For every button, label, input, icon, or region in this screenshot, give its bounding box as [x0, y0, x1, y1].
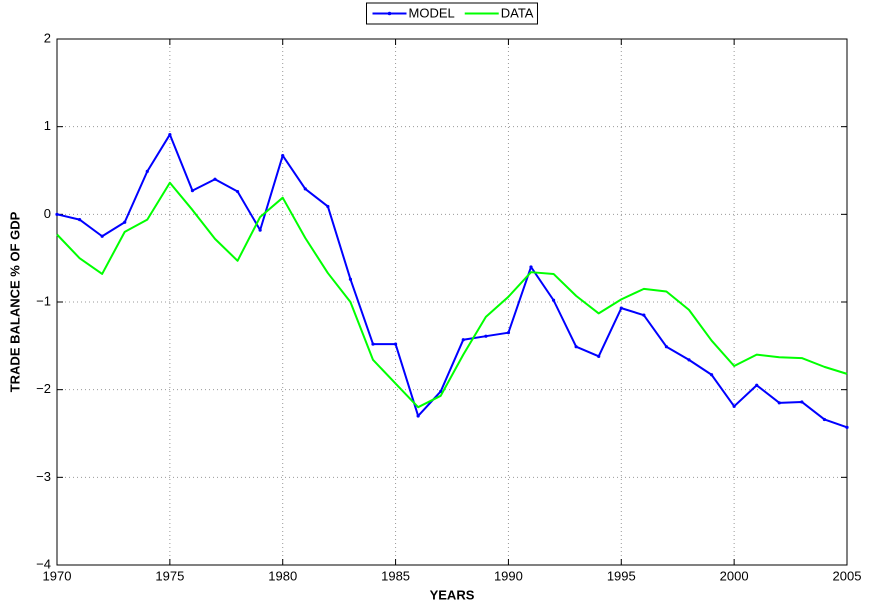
x-tick-label: 1995	[607, 568, 636, 583]
data-line	[55, 132, 849, 429]
legend-label: DATA	[501, 5, 534, 20]
x-tick-label: 1985	[381, 568, 410, 583]
legend-box	[366, 2, 538, 25]
x-tick-label: 1975	[155, 568, 184, 583]
y-axis-label: TRADE BALANCE % OF GDP	[7, 211, 22, 392]
y-tick-label: −2	[36, 381, 51, 396]
legend: MODEL DATA	[366, 2, 538, 25]
x-tick-label: 2005	[833, 568, 862, 583]
x-tick-label: 1980	[268, 568, 297, 583]
plot-area	[57, 39, 847, 565]
y-tick-label: 1	[44, 118, 51, 133]
x-tick-label: 1990	[494, 568, 523, 583]
data-line	[56, 181, 848, 409]
y-tick-label: −3	[36, 469, 51, 484]
y-tick-label: 0	[44, 206, 51, 221]
y-tick-label: −4	[36, 556, 51, 571]
x-tick-label: 1970	[43, 568, 72, 583]
legend-label: MODEL	[409, 5, 455, 20]
legend-marker	[387, 11, 392, 16]
y-tick-label: 2	[44, 30, 51, 45]
y-tick-label: −1	[36, 293, 51, 308]
x-tick-label: 2000	[720, 568, 749, 583]
x-axis-label: YEARS	[430, 587, 475, 602]
